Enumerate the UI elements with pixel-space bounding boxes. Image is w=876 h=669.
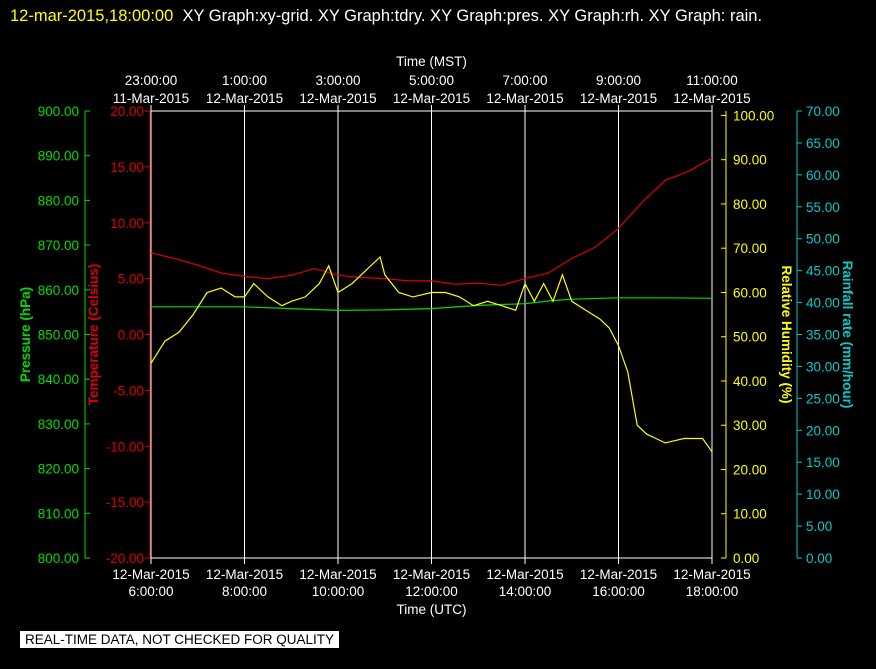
humidity-tick-label: 0.00 [733,551,759,566]
rain-tick-label: 10.00 [806,487,840,502]
temperature-tick-label: 0.00 [118,328,144,343]
x-top-tick-label-time: 9:00:00 [596,73,641,88]
x-tick-label-time: 6:00:00 [128,584,173,599]
x-top-tick-label-time: 7:00:00 [502,73,547,88]
humidity-tick-label: 10.00 [733,507,767,522]
rain-tick-label: 70.00 [806,104,840,119]
rain-tick-label: 35.00 [806,328,840,343]
timestamp: 12-mar-2015,18:00:00 [10,7,174,25]
x-tick-label-date: 12-Mar-2015 [112,567,189,582]
temperature-tick-label: -5.00 [113,383,144,398]
humidity-tick-label: 30.00 [733,418,767,433]
pressure-tick-label: 800.00 [38,551,79,566]
x-top-axis-label: Time (MST) [396,54,467,69]
x-top-tick-label-time: 1:00:00 [222,73,267,88]
rain-tick-label: 65.00 [806,136,840,151]
x-top-tick-label-date: 12-Mar-2015 [486,91,563,106]
rain-tick-label: 45.00 [806,264,840,279]
temperature-tick-label: 15.00 [110,160,144,175]
rain-axis-title: Rainfall rate (mm/hour) [840,261,855,409]
humidity-tick-label: 100.00 [733,108,774,123]
humidity-tick-label: 80.00 [733,197,767,212]
graph-title: 12-mar-2015,18:00:00 XY Graph:xy-grid. X… [10,2,870,30]
x-tick-label-time: 12:00:00 [405,584,458,599]
humidity-tick-label: 40.00 [733,374,767,389]
x-top-tick-label-time: 11:00:00 [686,73,738,88]
x-tick-label-date: 12-Mar-2015 [673,567,750,582]
series-pres [151,297,713,312]
temperature-tick-label: 10.00 [110,216,144,231]
temperature-tick-label: 20.00 [110,104,144,119]
temperature-tick-label: 5.00 [118,272,144,287]
x-top-tick-label-time: 3:00:00 [315,73,360,88]
rain-tick-label: 0.00 [806,551,832,566]
x-top-tick-label-date: 12-Mar-2015 [393,91,470,106]
rain-tick-label: 50.00 [806,232,840,247]
x-axis-label: Time (UTC) [397,602,467,617]
pressure-tick-label: 840.00 [38,372,79,387]
pressure-tick-label: 900.00 [38,104,79,119]
pressure-tick-label: 850.00 [38,328,79,343]
rain-tick-label: 60.00 [806,168,840,183]
humidity-tick-label: 60.00 [733,285,767,300]
series-rh [150,255,713,453]
humidity-axis-title: Relative Humidity (%) [779,265,794,403]
quality-notice: REAL-TIME DATA, NOT CHECKED FOR QUALITY [20,631,340,648]
pressure-tick-label: 830.00 [38,417,79,432]
x-top-tick-label-date: 12-Mar-2015 [673,91,750,106]
pressure-tick-label: 880.00 [38,193,79,208]
temperature-axis-title: Temperature (Celsius) [86,264,101,406]
x-tick-label-time: 8:00:00 [222,584,267,599]
rain-tick-label: 55.00 [806,200,840,215]
pressure-tick-label: 860.00 [38,283,79,298]
series-tdry [150,157,713,286]
pressure-tick-label: 810.00 [38,506,79,521]
x-tick-label-time: 10:00:00 [312,584,365,599]
pressure-axis-title: Pressure (hPa) [18,287,33,382]
pressure-tick-label: 870.00 [38,238,79,253]
x-top-tick-label-date: 12-Mar-2015 [299,91,376,106]
rain-tick-label: 40.00 [806,296,840,311]
graph-list: XY Graph:xy-grid. XY Graph:tdry. XY Grap… [182,7,763,25]
x-tick-label-time: 18:00:00 [686,584,739,599]
x-tick-label-time: 14:00:00 [499,584,552,599]
rain-tick-label: 15.00 [806,455,840,470]
x-top-tick-label-time: 5:00:00 [409,73,454,88]
temperature-tick-label: -15.00 [106,495,144,510]
x-tick-label-date: 12-Mar-2015 [299,567,376,582]
x-tick-label-date: 12-Mar-2015 [206,567,283,582]
rain-tick-label: 25.00 [806,391,840,406]
pressure-tick-label: 820.00 [38,462,79,477]
temperature-tick-label: -20.00 [106,551,144,566]
x-tick-label-date: 12-Mar-2015 [486,567,563,582]
humidity-tick-label: 20.00 [733,462,767,477]
x-tick-label-date: 12-Mar-2015 [393,567,470,582]
rain-tick-label: 30.00 [806,359,840,374]
rain-tick-label: 5.00 [806,519,832,534]
x-top-tick-label-time: 23:00:00 [125,73,178,88]
pressure-tick-label: 890.00 [38,149,79,164]
x-tick-label-time: 16:00:00 [592,584,645,599]
humidity-tick-label: 90.00 [733,153,767,168]
humidity-tick-label: 70.00 [733,241,767,256]
humidity-tick-label: 50.00 [733,330,767,345]
rain-tick-label: 20.00 [806,423,840,438]
x-top-tick-label-date: 12-Mar-2015 [580,91,657,106]
x-tick-label-date: 12-Mar-2015 [580,567,657,582]
x-top-tick-label-date: 12-Mar-2015 [206,91,283,106]
temperature-tick-label: -10.00 [106,439,144,454]
x-top-tick-label-date: 11-Mar-2015 [113,91,189,106]
